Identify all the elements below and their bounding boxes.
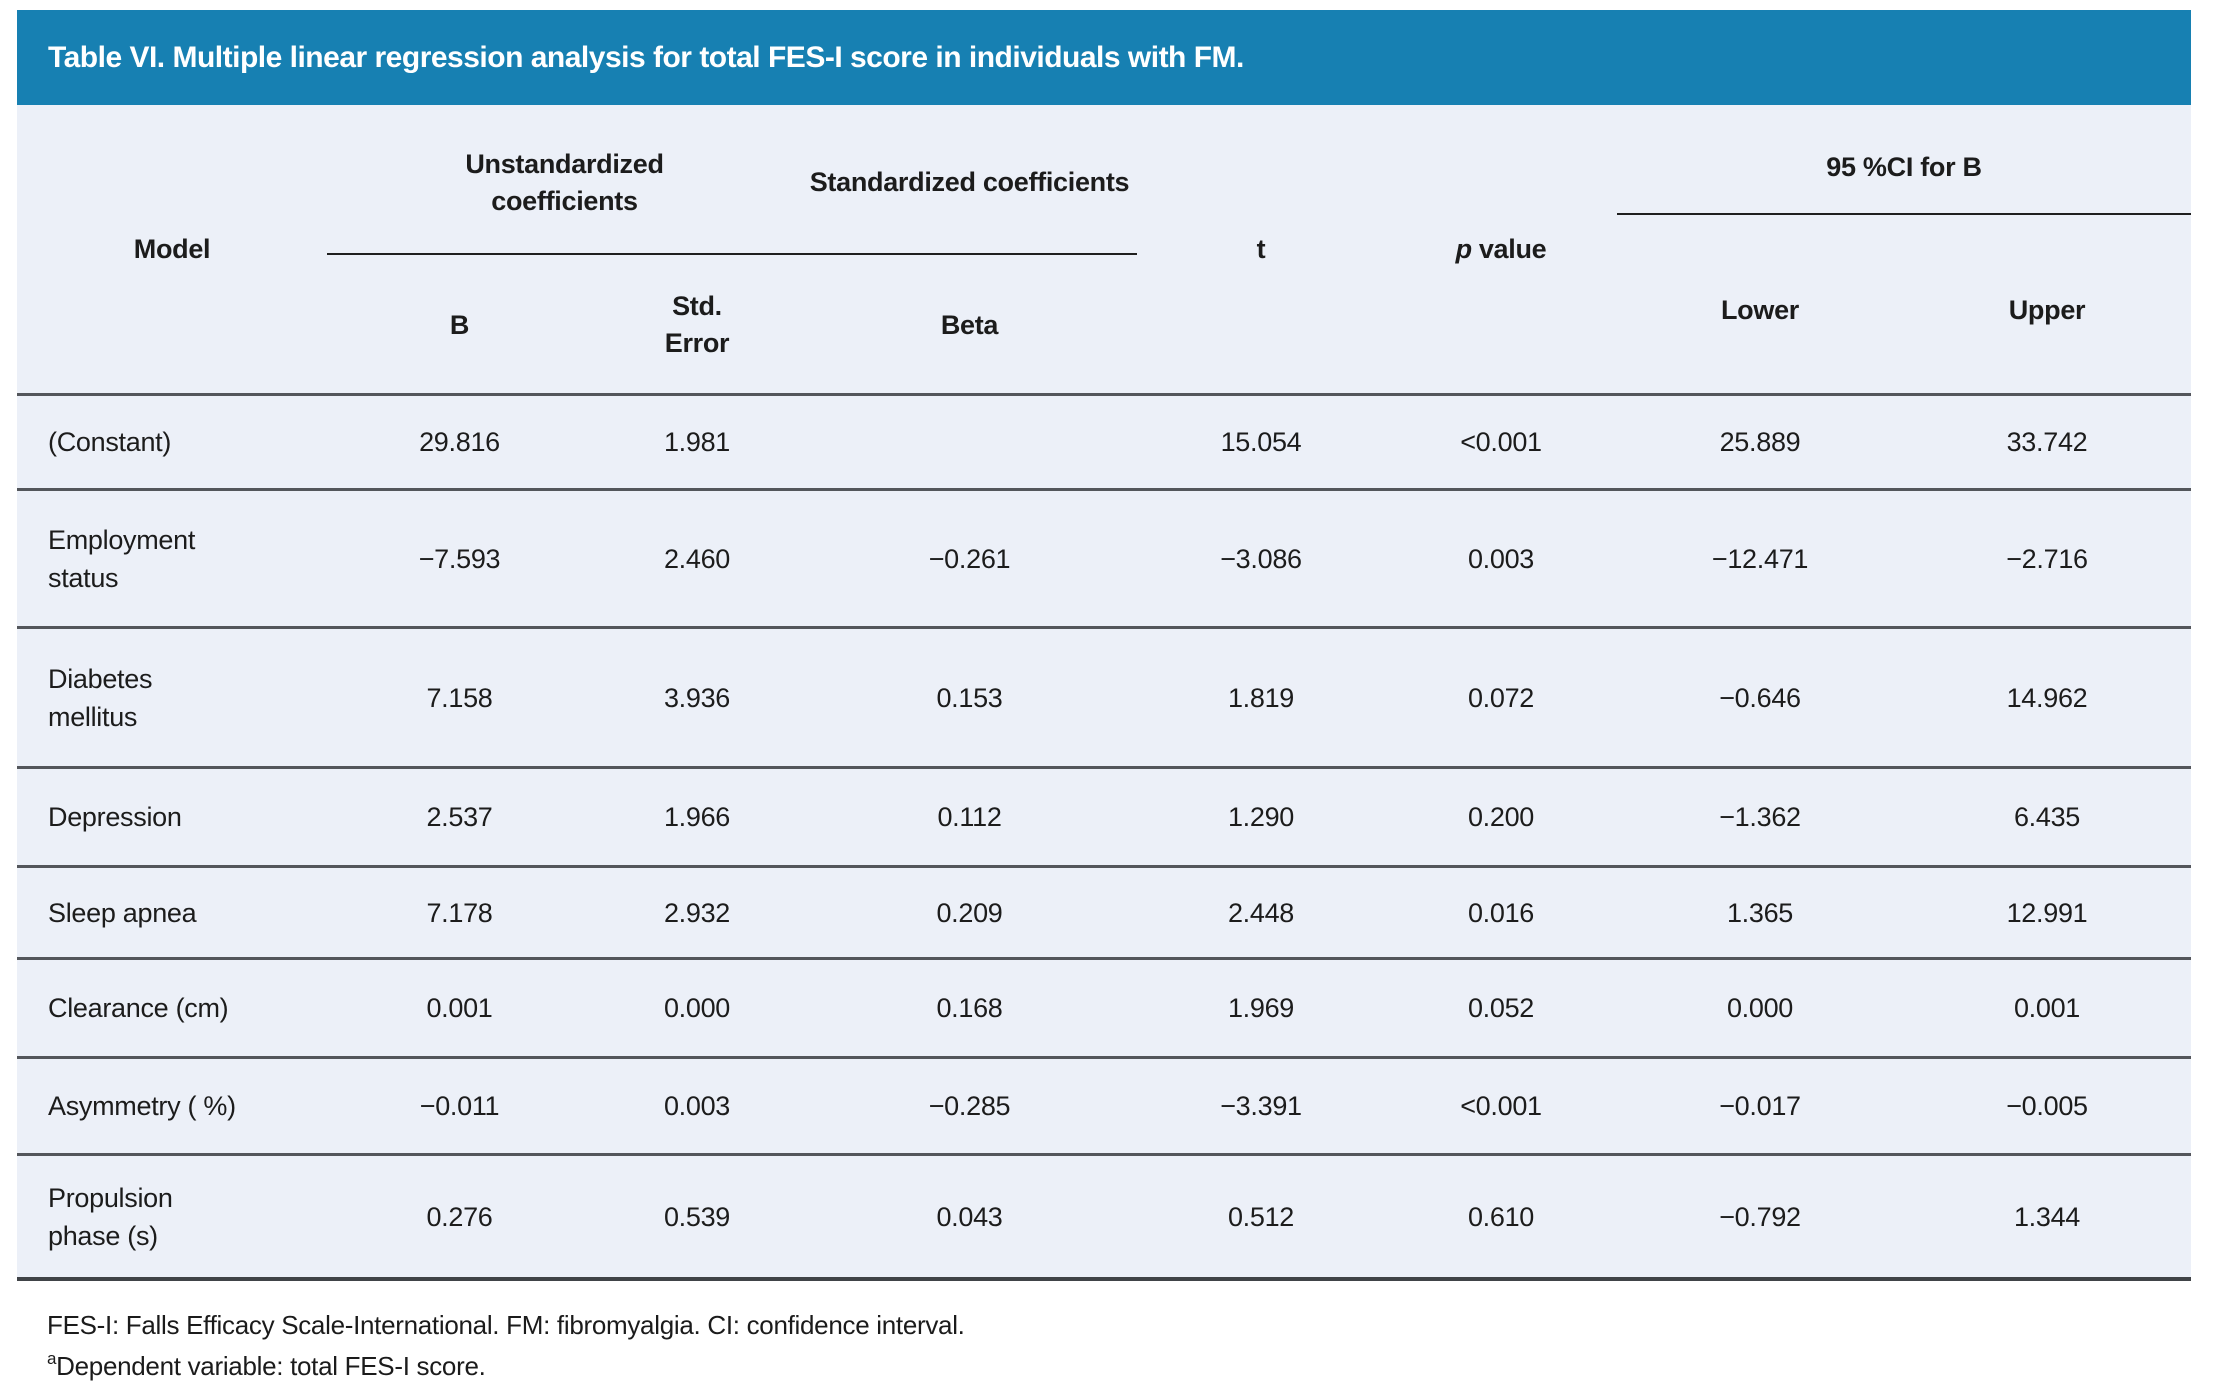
std-error-cell: 1.966	[663, 802, 731, 832]
std-error-cell: 0.539	[663, 1201, 731, 1232]
table-title: Table VI. Multiple linear regression ana…	[48, 40, 1244, 74]
table-footnotes: FES-I: Falls Efficacy Scale-Internationa…	[47, 1305, 965, 1387]
p-value-cell: 0.016	[1467, 897, 1535, 928]
p-value-cell: <0.001	[1460, 1091, 1542, 1121]
beta-cell: 0.153	[936, 682, 1003, 713]
p-value-cell: 0.200	[1467, 802, 1535, 832]
table-body: (Constant) 29.816 1.981 15.054 <0.001 25…	[17, 393, 2191, 1277]
column-header-lower: Lower	[1720, 294, 1799, 325]
p-value-cell: 0.610	[1467, 1201, 1535, 1232]
table-header: Model Unstandardized coefficients Standa…	[17, 105, 2191, 393]
footnote-abbreviations: FES-I: Falls Efficacy Scale-Internationa…	[47, 1310, 965, 1340]
ci-upper-cell: 6.435	[2013, 802, 2081, 832]
table-row: Depression 2.537 1.966 0.112 1.290 0.200…	[17, 766, 2191, 865]
ci-upper-cell: 33.742	[2006, 427, 2088, 457]
model-cell: (Constant)	[48, 427, 172, 457]
table-title-bar: Table VI. Multiple linear regression ana…	[17, 10, 2191, 105]
beta-cell: 0.112	[937, 802, 1002, 832]
table-row: Employment status −7.593 2.460 −0.261 −3…	[17, 488, 2191, 626]
ci-upper-cell: 14.962	[2006, 682, 2088, 713]
table-row: Clearance (cm) 0.001 0.000 0.168 1.969 0…	[17, 957, 2191, 1056]
ci-lower-cell: 1.365	[1726, 897, 1794, 928]
p-value-cell: 0.052	[1467, 993, 1535, 1023]
std-error-cell: 3.936	[663, 682, 731, 713]
column-group-unstandardized-coefficients: Unstandardized coefficients	[465, 148, 664, 216]
t-cell: 0.512	[1227, 1201, 1295, 1232]
ci-lower-cell: −12.471	[1711, 543, 1809, 574]
column-header-model: Model	[133, 233, 211, 264]
b-cell: 2.537	[426, 802, 493, 832]
b-cell: 0.001	[426, 993, 493, 1023]
column-header-b: B	[449, 309, 470, 340]
model-cell: Sleep apnea	[48, 897, 197, 928]
column-group-95ci-for-b: 95 %CI for B	[1826, 151, 1982, 182]
column-header-upper: Upper	[2008, 294, 2086, 325]
footnote-superscript-a: a	[47, 1349, 57, 1368]
ci-lower-cell: 25.889	[1719, 427, 1801, 457]
ci-lower-cell: −0.646	[1719, 682, 1801, 713]
column-header-std-error: Std. Error	[664, 291, 730, 358]
column-header-p-value: p value	[1455, 233, 1547, 264]
column-header-beta: Beta	[940, 309, 999, 340]
t-cell: 1.969	[1227, 993, 1295, 1023]
model-cell: Employment status	[48, 524, 196, 593]
coefficients-group-rule	[327, 253, 1137, 255]
table-row: Diabetes mellitus 7.158 3.936 0.153 1.81…	[17, 626, 2191, 766]
b-cell: 7.178	[426, 897, 493, 928]
beta-cell: −0.285	[928, 1091, 1011, 1121]
beta-cell: 0.209	[936, 897, 1003, 928]
model-cell: Propulsion phase (s)	[48, 1182, 173, 1251]
p-value-cell: 0.072	[1467, 682, 1535, 713]
p-value-cell: <0.001	[1460, 427, 1542, 457]
b-cell: −0.011	[419, 1091, 500, 1121]
std-error-cell: 2.932	[663, 897, 731, 928]
model-cell: Clearance (cm)	[48, 993, 229, 1023]
table-row: Propulsion phase (s) 0.276 0.539 0.043 0…	[17, 1153, 2191, 1277]
t-cell: 1.819	[1227, 682, 1295, 713]
table-row: Sleep apnea 7.178 2.932 0.209 2.448 0.01…	[17, 865, 2191, 957]
b-cell: 7.158	[426, 682, 493, 713]
beta-cell: −0.261	[928, 543, 1011, 574]
std-error-cell: 2.460	[663, 543, 731, 574]
b-cell: −7.593	[418, 543, 501, 574]
t-cell: 15.054	[1220, 427, 1302, 457]
model-cell: Asymmetry ( %)	[48, 1091, 236, 1121]
ci-lower-cell: −1.362	[1719, 802, 1801, 832]
p-value-cell: 0.003	[1467, 543, 1535, 574]
t-cell: −3.391	[1220, 1091, 1302, 1121]
model-cell: Depression	[48, 802, 182, 832]
b-cell: 29.816	[419, 427, 500, 457]
t-cell: 1.290	[1227, 802, 1295, 832]
ci-upper-cell: −0.005	[2006, 1091, 2088, 1121]
column-group-standardized-coefficients: Standardized coefficients	[809, 167, 1130, 197]
ci-lower-cell: 0.000	[1726, 993, 1794, 1023]
table-row: Asymmetry ( %) −0.011 0.003 −0.285 −3.39…	[17, 1056, 2191, 1153]
beta-cell: 0.168	[936, 993, 1003, 1023]
t-cell: 2.448	[1227, 897, 1295, 928]
std-error-cell: 1.981	[663, 427, 731, 457]
t-cell: −3.086	[1220, 543, 1302, 574]
ci-lower-cell: −0.792	[1719, 1201, 1801, 1232]
footnote-dependent-variable: aDependent variable: total FES-I score.	[47, 1349, 486, 1381]
beta-cell	[802, 396, 1137, 488]
ci-lower-cell: −0.017	[1719, 1091, 1801, 1121]
table-row: (Constant) 29.816 1.981 15.054 <0.001 25…	[17, 393, 2191, 488]
ci-upper-cell: 0.001	[2013, 993, 2081, 1023]
std-error-cell: 0.003	[663, 1091, 731, 1121]
ci-group-rule	[1617, 213, 2191, 215]
beta-cell: 0.043	[936, 1201, 1003, 1232]
ci-upper-cell: 12.991	[2006, 897, 2088, 928]
model-cell: Diabetes mellitus	[48, 663, 153, 732]
std-error-cell: 0.000	[663, 993, 731, 1023]
column-header-t: t	[1256, 233, 1266, 264]
ci-upper-cell: −2.716	[2006, 543, 2088, 574]
table-vi: Table VI. Multiple linear regression ana…	[17, 10, 2191, 1281]
b-cell: 0.276	[426, 1201, 493, 1232]
ci-upper-cell: 1.344	[2013, 1201, 2081, 1232]
